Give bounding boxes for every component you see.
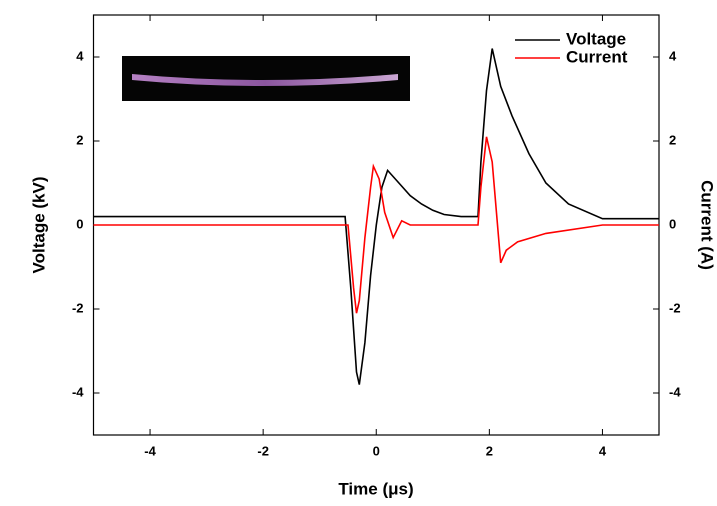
x-tick-label: 2 [486, 443, 493, 458]
y2-tick-label: -4 [669, 384, 681, 399]
y2-tick-label: -2 [669, 300, 681, 315]
series-line [93, 136, 659, 314]
y2-tick-label: 4 [669, 48, 677, 63]
x-tick-label: -4 [144, 443, 156, 458]
y-tick-label: 4 [76, 48, 84, 63]
x-tick-label: 4 [599, 443, 607, 458]
legend-label: Voltage [566, 29, 626, 48]
series-line [93, 48, 659, 385]
y-tick-label: -2 [72, 300, 84, 315]
y-tick-label: 0 [76, 216, 83, 231]
x-axis-title: Time (μs) [338, 479, 413, 498]
x-tick-label: 0 [373, 443, 380, 458]
y2-tick-label: 0 [669, 216, 676, 231]
y2-tick-label: 2 [669, 132, 676, 147]
inset-photo [122, 56, 410, 101]
y-tick-label: 2 [76, 132, 83, 147]
y-tick-label: -4 [72, 384, 84, 399]
y-axis-title: Voltage (kV) [29, 177, 48, 274]
y2-axis-title: Current (A) [698, 180, 717, 270]
legend-label: Current [566, 47, 628, 66]
x-tick-label: -2 [257, 443, 269, 458]
